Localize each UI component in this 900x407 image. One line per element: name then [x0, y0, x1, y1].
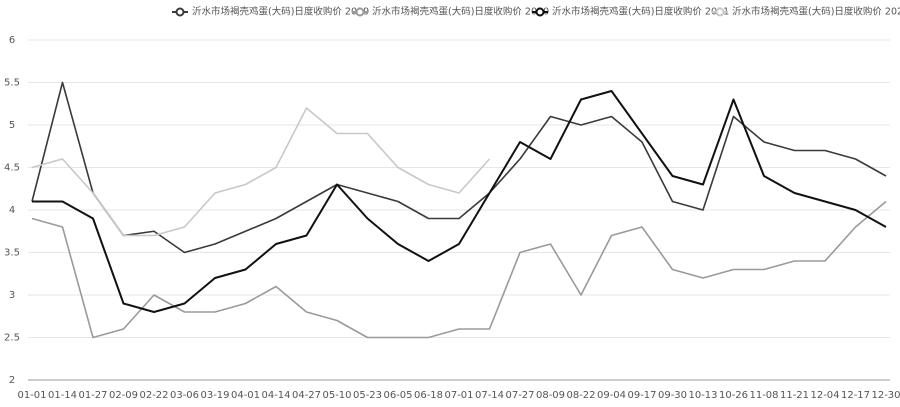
x-tick-label: 02-09 [109, 390, 138, 401]
y-tick-label: 2.5 [4, 333, 20, 344]
x-tick-label: 02-22 [139, 390, 168, 401]
x-tick-label: 09-30 [658, 390, 687, 401]
series-line [31, 107, 491, 237]
y-tick-label: 4.5 [4, 163, 20, 174]
x-tick-label: 10-26 [719, 390, 748, 401]
x-tick-label: 08-22 [566, 390, 595, 401]
legend-marker [355, 7, 365, 17]
x-tick-label: 07-14 [475, 390, 504, 401]
y-tick-label: 3.5 [4, 248, 20, 259]
y-tick-label: 4 [9, 205, 15, 216]
x-tick-label: 01-01 [17, 390, 46, 401]
legend-label: 沂水市场褐壳鸡蛋(大码)日度收购价 2021 [552, 6, 729, 18]
x-tick-label: 08-09 [536, 390, 565, 401]
y-tick-label: 2 [9, 375, 15, 386]
series-line [32, 90, 887, 313]
x-tick-label: 12-04 [810, 390, 839, 401]
y-tick-label: 5.5 [4, 78, 20, 89]
x-tick-label: 06-18 [414, 390, 443, 401]
x-tick-label: 10-13 [688, 390, 717, 401]
x-tick-label: 06-05 [383, 390, 412, 401]
x-tick-label: 07-01 [444, 390, 473, 401]
legend-label: 沂水市场褐壳鸡蛋(大码)日度收购价 2020 [372, 6, 549, 18]
x-tick-label: 01-14 [48, 390, 77, 401]
x-tick-label: 05-23 [353, 390, 382, 401]
y-tick-label: 3 [9, 290, 15, 301]
x-tick-label: 07-27 [505, 390, 534, 401]
x-tick-label: 12-30 [871, 390, 900, 401]
legend-marker [535, 7, 545, 17]
x-tick-label: 03-06 [170, 390, 199, 401]
legend-label: 沂水市场褐壳鸡蛋(大码)日度收购价 2022 [732, 6, 900, 18]
x-tick-label: 04-14 [261, 390, 290, 401]
x-tick-label: 01-27 [78, 390, 107, 401]
y-tick-label: 6 [9, 35, 15, 46]
y-tick-label: 5 [9, 120, 15, 131]
x-tick-label: 04-01 [231, 390, 260, 401]
x-tick-label: 05-10 [322, 390, 351, 401]
x-tick-label: 09-17 [627, 390, 656, 401]
x-tick-label: 03-19 [200, 390, 229, 401]
x-tick-label: 12-17 [841, 390, 870, 401]
x-tick-label: 04-27 [292, 390, 321, 401]
legend-label: 沂水市场褐壳鸡蛋(大码)日度收购价 2019 [192, 6, 369, 18]
x-tick-label: 09-04 [597, 390, 626, 401]
x-tick-label: 11-08 [749, 390, 778, 401]
series-line [31, 200, 887, 339]
legend-marker [715, 7, 725, 17]
legend-marker [175, 7, 185, 17]
x-tick-label: 11-21 [780, 390, 809, 401]
